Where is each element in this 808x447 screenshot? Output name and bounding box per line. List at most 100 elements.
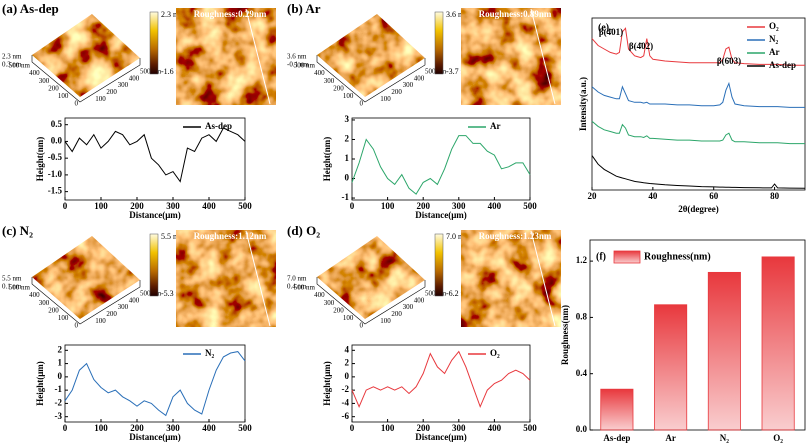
afm-axis-label: 200 (106, 310, 117, 318)
x-tick-label: 0 (350, 423, 355, 433)
colorbar-label: 2.3 nm (161, 10, 184, 19)
afm-3d-edge (31, 55, 141, 103)
x-tick-label: 500 (523, 201, 537, 211)
legend-label: Ar (769, 47, 780, 57)
x-tick-label: 40 (648, 191, 658, 201)
y-tick-label: -2 (342, 384, 350, 394)
x-tick-label: 100 (94, 201, 108, 211)
data-line (591, 120, 805, 145)
afm-axis-label: 300 (324, 77, 335, 85)
x-axis-label: Distance(μm) (129, 432, 181, 442)
y-tick-label: 1.2 (576, 255, 588, 265)
afm-axis-label: 400 (129, 74, 140, 82)
colorbar (434, 11, 444, 75)
x-tick-label: 400 (488, 423, 502, 433)
bar (654, 304, 688, 431)
afm-axis-label: 100 (343, 92, 354, 100)
afm-z-label: 2.3 nm (2, 53, 22, 61)
y-tick-label: 0 (345, 173, 350, 183)
x-axis-label: Distance(μm) (129, 210, 181, 220)
profile-line (530, 230, 556, 327)
afm-2d-image (461, 8, 561, 105)
afm-axis-label: 100 (380, 317, 391, 325)
y-tick-label: 1 (345, 153, 350, 163)
x-tick-label: 100 (381, 201, 395, 211)
afm-axis-label: 0 (360, 100, 364, 108)
x-tick-label: 200 (130, 201, 144, 211)
data-line (591, 27, 805, 66)
x-tick-label: 60 (709, 191, 719, 201)
legend-label: As-dep (205, 121, 232, 131)
y-tick-label: 1 (58, 358, 63, 368)
x-tick-label: 200 (130, 423, 144, 433)
profile-line (530, 8, 556, 105)
afm-axis-label: 100 (95, 95, 106, 103)
x-tick-label: 300 (166, 201, 180, 211)
plot-frame (351, 344, 531, 423)
afm-axis-label: 0 (75, 322, 79, 330)
data-line (64, 351, 246, 417)
x-tick-label: 500 (238, 201, 252, 211)
x-tick-label: 100 (381, 423, 395, 433)
afm-axis-label: 200 (333, 84, 344, 92)
afm-axis-label: 500 nm (294, 62, 316, 70)
y-tick-label: 0.0 (51, 135, 63, 145)
x-tick-label: As-dep (603, 433, 630, 443)
afm-axis-label: 200 (106, 88, 117, 96)
legend-label: O₂ (490, 348, 500, 358)
x-tick-label: 300 (452, 423, 466, 433)
x-tick-label: 400 (202, 201, 216, 211)
x-tick-label: 500 (238, 423, 252, 433)
plot-frame (64, 117, 246, 201)
y-axis-label: Height(nm) (322, 137, 332, 182)
roughness-label: Roughness:0.89nm (479, 9, 552, 19)
legend-label: Roughness(nm) (644, 251, 711, 262)
afm-axis-label: 400 (414, 296, 425, 304)
y-tick-label: 2 (345, 358, 350, 368)
profile-line (245, 8, 271, 105)
x-axis-label: Distance(μm) (415, 432, 467, 442)
legend-swatch (613, 250, 641, 264)
y-tick-label: -0.5 (48, 152, 63, 162)
peak-annotation: β(4̄02) (629, 41, 653, 51)
x-tick-label: 400 (488, 201, 502, 211)
plot-frame (591, 17, 806, 191)
legend-label: Ar (490, 121, 501, 131)
afm-axis-label: 100 (95, 317, 106, 325)
afm-3d-edge (316, 55, 426, 103)
y-tick-label: -1.5 (48, 186, 63, 196)
profile-line (245, 230, 271, 327)
colorbar-label: -3.7 nm (446, 67, 472, 76)
afm-axis-label: 200 (391, 88, 402, 96)
afm-axis-label: 500 nm (9, 284, 31, 292)
colorbar-label: -5.3 nm (161, 289, 187, 298)
afm-axis-label: 400 (414, 74, 425, 82)
y-tick-label: 0 (58, 371, 63, 381)
y-tick-label: -3 (55, 411, 63, 421)
data-line (351, 350, 531, 409)
legend-label: O₂ (769, 21, 779, 31)
roughness-label: Roughness:1.23nm (479, 231, 552, 241)
colorbar (149, 233, 159, 297)
x-tick-label: 80 (770, 191, 780, 201)
afm-axis-label: 100 (58, 92, 69, 100)
x-tick-label: 400 (202, 423, 216, 433)
bar (600, 388, 634, 431)
afm-axis-label: 300 (39, 77, 50, 85)
y-tick-label: 3 (345, 114, 350, 124)
roughness-label: Roughness:0.29nm (194, 9, 267, 19)
legend-label: N₂ (769, 34, 778, 44)
afm-axis-label: 300 (403, 303, 414, 311)
x-tick-label: 20 (588, 191, 598, 201)
legend-label: As-dep (769, 60, 796, 70)
x-tick-label: 500 (523, 423, 537, 433)
x-tick-label: 0 (63, 201, 68, 211)
afm-z-label: 0.1 nm (2, 283, 22, 291)
colorbar-label: -6.2 nm (446, 289, 472, 298)
afm-3d-surface (32, 14, 140, 97)
y-axis-label: Intensity(a.u.) (578, 77, 588, 131)
y-tick-label: 2 (58, 344, 63, 354)
panel-title: (b) Ar (287, 1, 321, 16)
afm-axis-label: 200 (48, 306, 59, 314)
